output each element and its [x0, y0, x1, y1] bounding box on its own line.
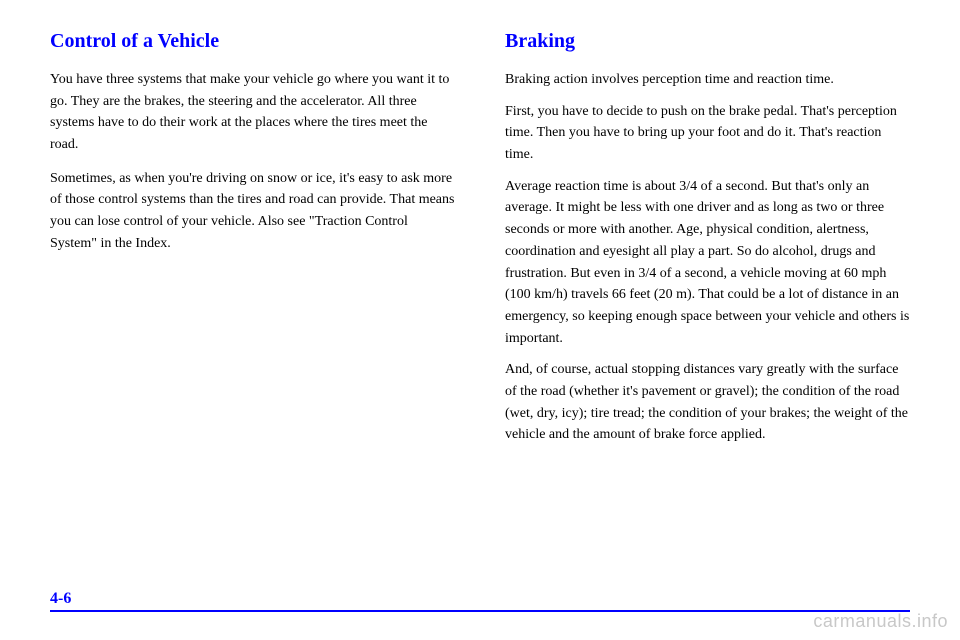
right-heading: Braking	[505, 30, 910, 53]
left-body: You have three systems that make your ve…	[50, 69, 455, 255]
left-intro: You have three systems that make your ve…	[50, 69, 455, 156]
watermark: carmanuals.info	[813, 611, 948, 632]
right-p2: First, you have to decide to push on the…	[505, 101, 910, 166]
right-column: Braking Braking action involves percepti…	[505, 30, 910, 560]
left-intro2: Sometimes, as when you're driving on sno…	[50, 168, 455, 255]
left-column: Control of a Vehicle You have three syst…	[50, 30, 455, 560]
right-p4: And, of course, actual stopping distance…	[505, 359, 910, 446]
page-content: Control of a Vehicle You have three syst…	[50, 30, 910, 560]
right-body: Braking action involves perception time …	[505, 69, 910, 446]
page-footer: 4-6	[50, 610, 910, 612]
right-p1: Braking action involves perception time …	[505, 69, 910, 91]
page-number: 4-6	[50, 590, 77, 608]
left-heading: Control of a Vehicle	[50, 30, 455, 53]
right-p3: Average reaction time is about 3/4 of a …	[505, 176, 910, 350]
